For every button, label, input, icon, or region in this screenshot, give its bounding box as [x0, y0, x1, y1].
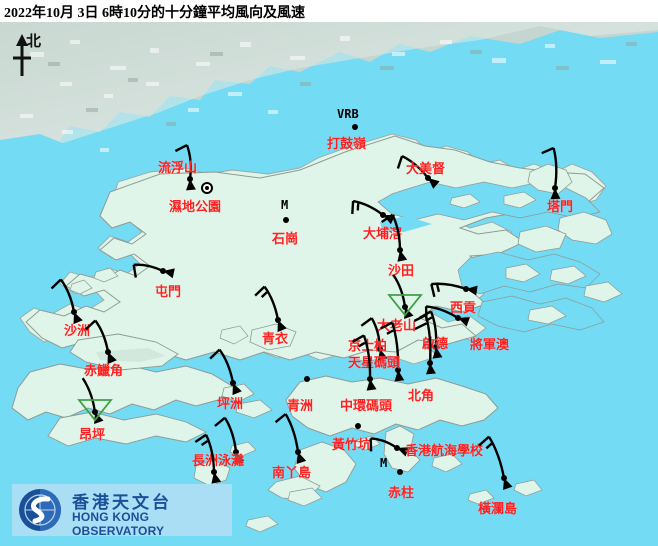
station-label: 啟德: [422, 337, 449, 352]
station-label: 大埔滘: [363, 227, 403, 242]
station-dot-icon: [230, 380, 236, 386]
station-dot-icon: [397, 469, 403, 475]
station-label: 長洲泳灘: [192, 454, 245, 469]
logo-name-en: HONG KONG OBSERVATORY: [72, 510, 165, 538]
station-dot-icon: [367, 376, 373, 382]
station-dot-icon: [105, 349, 111, 355]
coastline-map: [0, 22, 658, 546]
station-dot-icon: [425, 175, 431, 181]
station-dot-icon: [377, 346, 383, 352]
station-label: 中環碼頭: [340, 399, 393, 414]
station-dot-icon: [395, 367, 401, 373]
station-status-tag: M: [281, 198, 289, 212]
station-dot-icon: [455, 315, 461, 321]
station-label: 濕地公園: [169, 200, 222, 215]
station-dot-icon: [352, 124, 358, 130]
wetland-park-marker-icon: [201, 182, 213, 194]
station-label: 青洲: [287, 399, 314, 414]
station-label: 赤鱲角: [84, 364, 124, 379]
station-dot-icon: [304, 376, 310, 382]
station-dot-icon: [275, 317, 281, 323]
station-label: 橫瀾島: [478, 502, 518, 517]
station-dot-icon: [380, 212, 386, 218]
station-label: 青衣: [262, 332, 289, 347]
station-label: 香港航海學校: [405, 444, 484, 459]
station-label: 坪洲: [217, 397, 244, 412]
observatory-emblem-icon: [19, 489, 61, 531]
station-dot-icon: [187, 176, 193, 182]
map-canvas[interactable]: 北 VRB 打鼓嶺 流浮山 濕地公園 M 石崗 大美督 塔門 大埔滘 沙田 屯門 西貢 沙洲 大老山 赤鱲角…: [0, 22, 658, 546]
station-label: 大美督: [406, 162, 446, 177]
station-dot-icon: [394, 445, 400, 451]
station-label: 天星碼頭: [348, 356, 401, 371]
station-status-tag: VRB: [337, 107, 359, 121]
station-dot-icon: [283, 217, 289, 223]
station-dot-icon: [397, 247, 403, 253]
station-label: 黃竹坑: [332, 438, 372, 453]
north-arrow-icon: [13, 34, 31, 76]
station-label: 南丫島: [272, 466, 312, 481]
station-label: 昂坪: [79, 428, 106, 443]
station-label: 大老山: [377, 319, 417, 334]
station-label: 打鼓嶺: [327, 137, 367, 152]
station-dot-icon: [402, 304, 408, 310]
station-label: 流浮山: [158, 161, 198, 176]
station-dot-icon: [92, 409, 98, 415]
station-dot-icon: [160, 268, 166, 274]
station-dot-icon: [355, 423, 361, 429]
station-dot-icon: [295, 449, 301, 455]
station-label: 沙洲: [64, 324, 91, 339]
north-label: 北: [26, 32, 42, 50]
title-bar: 2022年10月 3日 6時10分的十分鐘平均風向及風速: [0, 0, 658, 22]
station-label: 將軍澳: [470, 338, 510, 353]
station-label: 西貢: [450, 301, 477, 316]
station-dot-icon: [433, 344, 439, 350]
page-title: 2022年10月 3日 6時10分的十分鐘平均風向及風速: [4, 6, 305, 21]
station-dot-icon: [233, 449, 239, 455]
station-status-tag: M: [380, 456, 388, 470]
station-label: 塔門: [547, 200, 574, 215]
station-dot-icon: [71, 309, 77, 315]
station-dot-icon: [501, 475, 507, 481]
logo-name-cn: 香港天文台: [72, 493, 172, 513]
station-label: 石崗: [272, 232, 299, 247]
station-dot-icon: [463, 286, 469, 292]
hko-logo: 香港天文台 HONG KONG OBSERVATORY: [12, 484, 232, 538]
station-label: 北角: [408, 389, 435, 404]
station-dot-icon: [552, 185, 558, 191]
station-dot-icon: [427, 360, 433, 366]
station-label: 屯門: [155, 285, 182, 300]
station-dot-icon: [211, 469, 217, 475]
station-label: 赤柱: [388, 486, 415, 501]
